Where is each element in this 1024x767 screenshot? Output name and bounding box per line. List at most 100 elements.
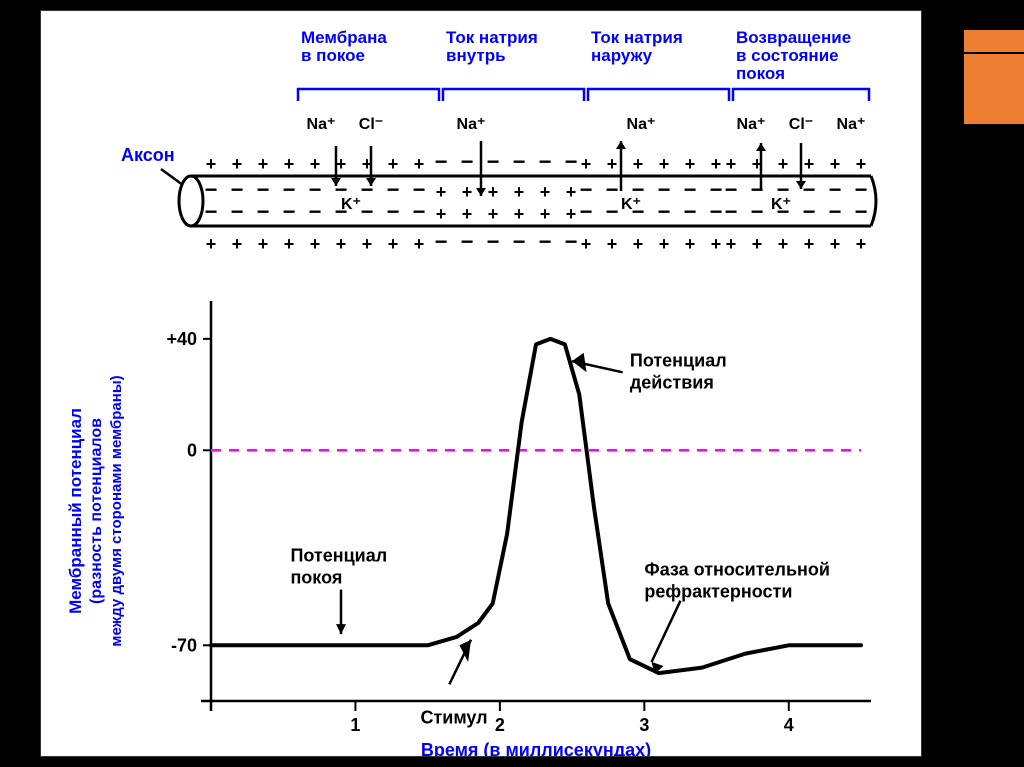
charge-plus: +	[540, 182, 551, 202]
annotation-arrowhead	[336, 624, 346, 634]
charge-plus: +	[362, 234, 373, 254]
ion-label: Na⁺	[457, 116, 486, 133]
phase-bracket	[443, 89, 584, 101]
phase-label: в состояние	[736, 46, 839, 65]
charge-plus: +	[436, 182, 447, 202]
charge-minus: −	[487, 149, 500, 174]
charge-plus: +	[856, 234, 867, 254]
charge-minus: −	[539, 149, 552, 174]
phase-bracket	[298, 89, 439, 101]
ion-label: K⁺	[341, 196, 361, 213]
charge-plus: +	[462, 182, 473, 202]
charge-minus: −	[855, 199, 868, 224]
charge-minus: −	[725, 199, 738, 224]
charge-minus: −	[513, 149, 526, 174]
charge-minus: −	[231, 199, 244, 224]
y-tick-label: +40	[166, 329, 197, 349]
charge-plus: +	[659, 234, 670, 254]
charge-minus: −	[257, 199, 270, 224]
charge-plus: +	[310, 154, 321, 174]
charge-plus: +	[488, 204, 499, 224]
phase-label: внутрь	[446, 46, 506, 65]
charge-plus: +	[436, 204, 447, 224]
charge-minus: −	[387, 199, 400, 224]
charge-minus: −	[565, 229, 578, 254]
annotation-resting: покоя	[290, 568, 342, 588]
charge-plus: +	[607, 234, 618, 254]
charge-plus: +	[514, 182, 525, 202]
charge-plus: +	[711, 154, 722, 174]
ion-label: Cl⁻	[359, 116, 383, 133]
charge-plus: +	[685, 234, 696, 254]
charge-plus: +	[206, 154, 217, 174]
ion-label: Cl⁻	[789, 116, 813, 133]
charge-plus: +	[607, 154, 618, 174]
phase-bracket	[733, 89, 869, 101]
charge-plus: +	[830, 234, 841, 254]
diagram-panel: Мембранав покоеТок натриявнутрьТок натри…	[40, 10, 922, 757]
diagram-svg: Мембранав покоеТок натриявнутрьТок натри…	[41, 11, 921, 756]
charge-minus: −	[461, 229, 474, 254]
charge-minus: −	[606, 199, 619, 224]
charge-plus: +	[336, 234, 347, 254]
charge-plus: +	[310, 234, 321, 254]
charge-plus: +	[633, 234, 644, 254]
annotation-arrowhead	[572, 353, 586, 373]
ion-label: K⁺	[771, 196, 791, 213]
charge-plus: +	[778, 154, 789, 174]
phase-label: покоя	[736, 64, 785, 83]
charge-minus: −	[565, 149, 578, 174]
annotation-action-potential: Потенциал	[630, 351, 727, 371]
x-tick-label: 3	[639, 715, 649, 735]
x-tick-label: 1	[350, 715, 360, 735]
charge-plus: +	[566, 182, 577, 202]
charge-plus: +	[388, 154, 399, 174]
charge-plus: +	[462, 204, 473, 224]
charge-plus: +	[258, 154, 269, 174]
charge-minus: −	[710, 199, 723, 224]
charge-plus: +	[414, 234, 425, 254]
charge-plus: +	[566, 204, 577, 224]
charge-minus: −	[435, 149, 448, 174]
phase-label: Возвращение	[736, 28, 851, 47]
action-potential-chart: Мембранный потенциал(разность потенциало…	[66, 301, 871, 756]
charge-minus: −	[435, 229, 448, 254]
charge-minus: −	[829, 199, 842, 224]
annotation-refractory: Фаза относительной	[644, 560, 830, 580]
ion-label: Na⁺	[737, 116, 766, 133]
axon-endcap	[179, 176, 203, 226]
charge-plus: +	[336, 154, 347, 174]
charge-plus: +	[856, 154, 867, 174]
charge-minus: −	[580, 199, 593, 224]
charge-minus: −	[487, 229, 500, 254]
charge-plus: +	[804, 234, 815, 254]
decor-orange-bottom	[964, 54, 1024, 124]
charge-minus: −	[461, 149, 474, 174]
charge-plus: +	[232, 234, 243, 254]
phase-label: Ток натрия	[446, 28, 538, 47]
ion-arrowhead	[476, 188, 486, 196]
charge-minus: −	[413, 199, 426, 224]
charge-plus: +	[778, 234, 789, 254]
charge-plus: +	[804, 154, 815, 174]
annotation-refractory: рефрактерности	[644, 582, 792, 602]
charge-minus: −	[513, 229, 526, 254]
phase-label: наружу	[591, 46, 653, 65]
charge-plus: +	[284, 154, 295, 174]
ion-label: K⁺	[621, 196, 641, 213]
ion-label: Na⁺	[307, 116, 336, 133]
charge-plus: +	[540, 204, 551, 224]
charge-minus: −	[283, 199, 296, 224]
charge-minus: −	[751, 199, 764, 224]
potential-curve	[211, 339, 861, 673]
charge-plus: +	[659, 154, 670, 174]
decor-orange-top	[964, 30, 1024, 52]
charge-plus: +	[711, 234, 722, 254]
y-axis-label-sub: (разность потенциалов	[88, 418, 105, 604]
charge-plus: +	[726, 154, 737, 174]
y-tick-label: 0	[187, 440, 197, 460]
phase-bracket	[588, 89, 729, 101]
charge-plus: +	[488, 182, 499, 202]
x-tick-label: 4	[784, 715, 794, 735]
charge-plus: +	[581, 234, 592, 254]
